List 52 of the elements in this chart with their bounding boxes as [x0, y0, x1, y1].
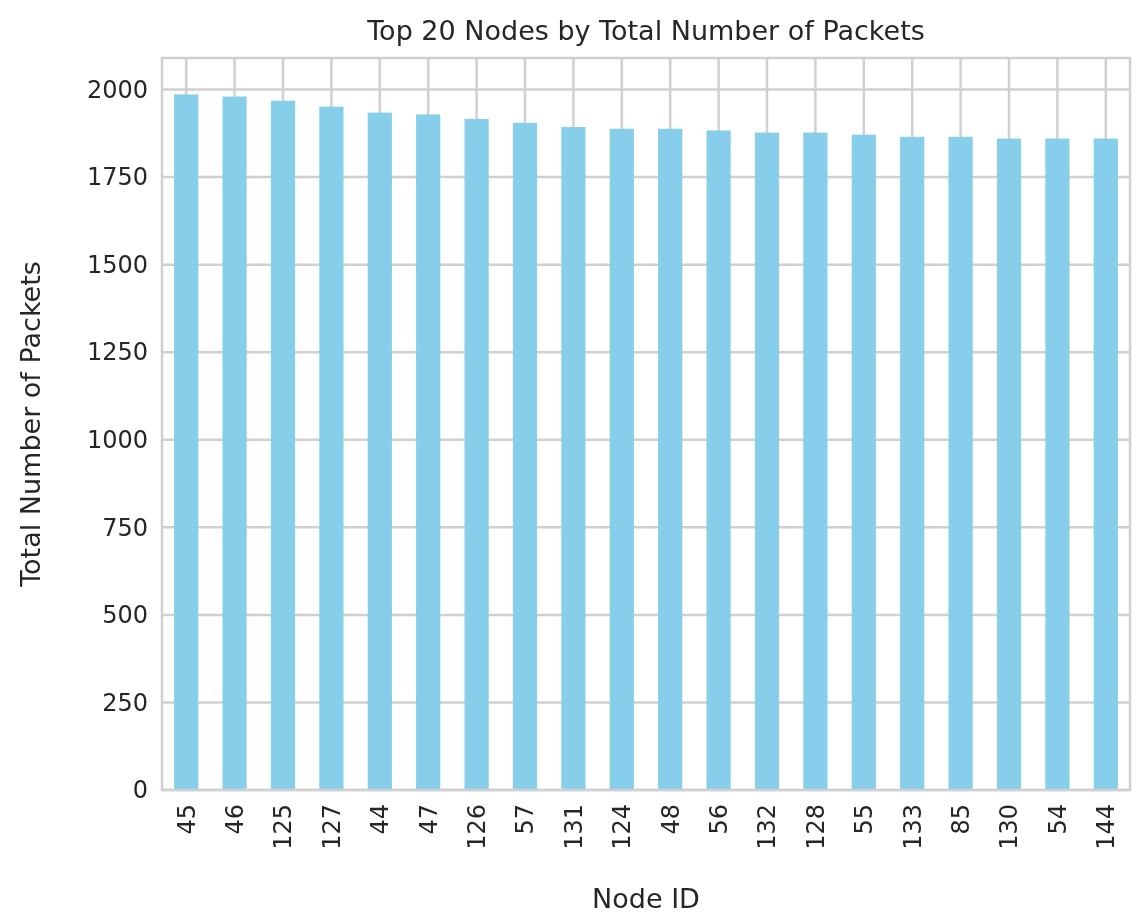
y-tick-label: 1250	[86, 338, 148, 367]
y-tick-label: 1750	[86, 163, 148, 192]
x-tick-label: 47	[414, 804, 443, 835]
bar	[948, 136, 973, 790]
x-tick-label: 124	[608, 804, 637, 850]
bar	[319, 106, 344, 790]
bar	[174, 94, 199, 790]
x-tick-label: 128	[801, 804, 830, 850]
y-tick-label: 750	[102, 513, 148, 542]
x-tick-label: 48	[656, 804, 685, 835]
bar	[222, 96, 247, 790]
y-tick-label: 0	[132, 776, 148, 805]
y-axis-title: Total Number of Packets	[15, 261, 46, 588]
x-tick-label: 130	[995, 804, 1024, 850]
x-tick-label: 126	[463, 804, 491, 850]
bar	[367, 112, 392, 790]
bar	[609, 128, 634, 790]
bar	[706, 130, 731, 790]
x-tick-label: 125	[269, 804, 298, 850]
x-tick-label: 54	[1043, 804, 1072, 835]
bar	[512, 122, 538, 790]
bar	[561, 127, 586, 790]
x-axis-title: Node ID	[592, 883, 700, 914]
x-tick-label: 133	[898, 804, 927, 850]
bar	[754, 132, 780, 790]
bar	[996, 138, 1022, 790]
x-tick-label: 44	[366, 804, 395, 835]
bar	[658, 128, 683, 790]
x-tick-label: 56	[705, 804, 733, 835]
y-tick-label: 2000	[86, 75, 148, 104]
bar	[1045, 138, 1070, 790]
y-tick-label: 1500	[86, 250, 148, 279]
bar	[803, 132, 828, 790]
x-tick-label: 55	[850, 804, 879, 835]
x-tick-label: 144	[1092, 804, 1121, 850]
bar	[900, 136, 925, 790]
x-tick-label: 57	[511, 804, 540, 835]
bar	[416, 114, 441, 790]
bar	[270, 100, 296, 790]
bar	[464, 118, 489, 790]
x-tick-label: 131	[559, 804, 588, 850]
bar	[851, 134, 876, 790]
chart-title: Top 20 Nodes by Total Number of Packets	[366, 15, 925, 46]
x-tick-label: 45	[172, 804, 201, 835]
x-tick-label: 132	[753, 804, 782, 850]
x-tick-label: 46	[221, 804, 249, 835]
bar	[1093, 138, 1118, 790]
x-tick-label: 85	[947, 804, 975, 835]
y-tick-label: 250	[102, 688, 148, 717]
y-tick-label: 500	[102, 601, 148, 630]
x-tick-label: 127	[317, 804, 346, 850]
y-tick-label: 1000	[86, 425, 148, 454]
